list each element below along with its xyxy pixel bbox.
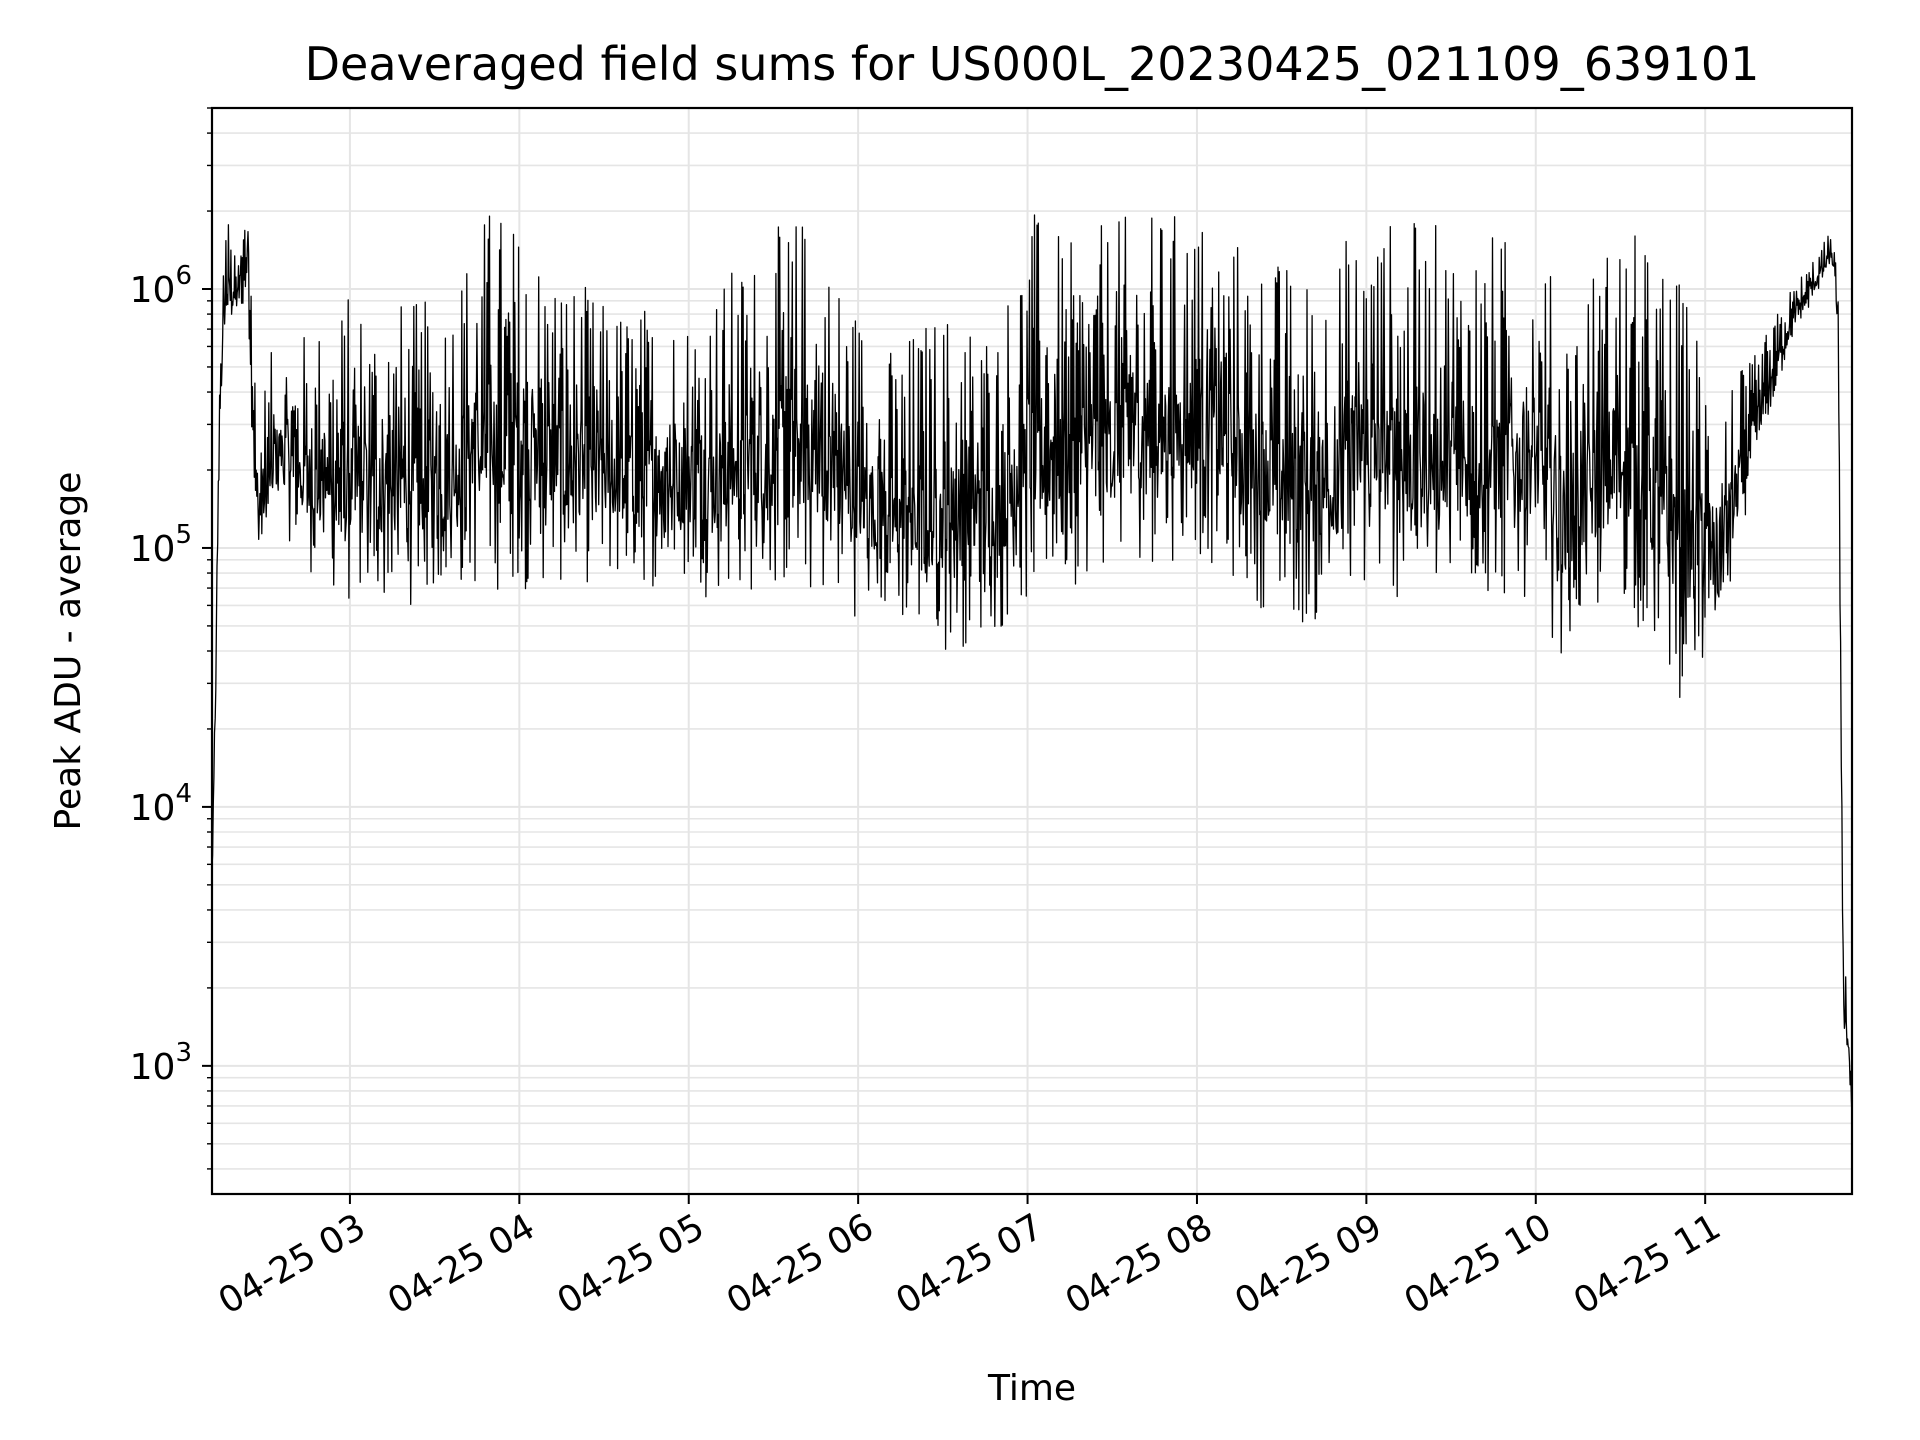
y-tick-label: 106 [130, 261, 192, 311]
series-trace [211, 214, 1853, 1118]
chart-title: Deaveraged field sums for US000L_2023042… [305, 37, 1760, 91]
series-line [211, 214, 1853, 1118]
y-tick-label: 105 [130, 520, 192, 570]
x-axis-label: Time [987, 1368, 1076, 1409]
y-tick-label: 104 [130, 779, 192, 829]
y-tick-label: 103 [130, 1038, 192, 1088]
y-axis-label: Peak ADU - average [48, 472, 89, 831]
y-axis: 103 104 105 106 [130, 107, 212, 1170]
